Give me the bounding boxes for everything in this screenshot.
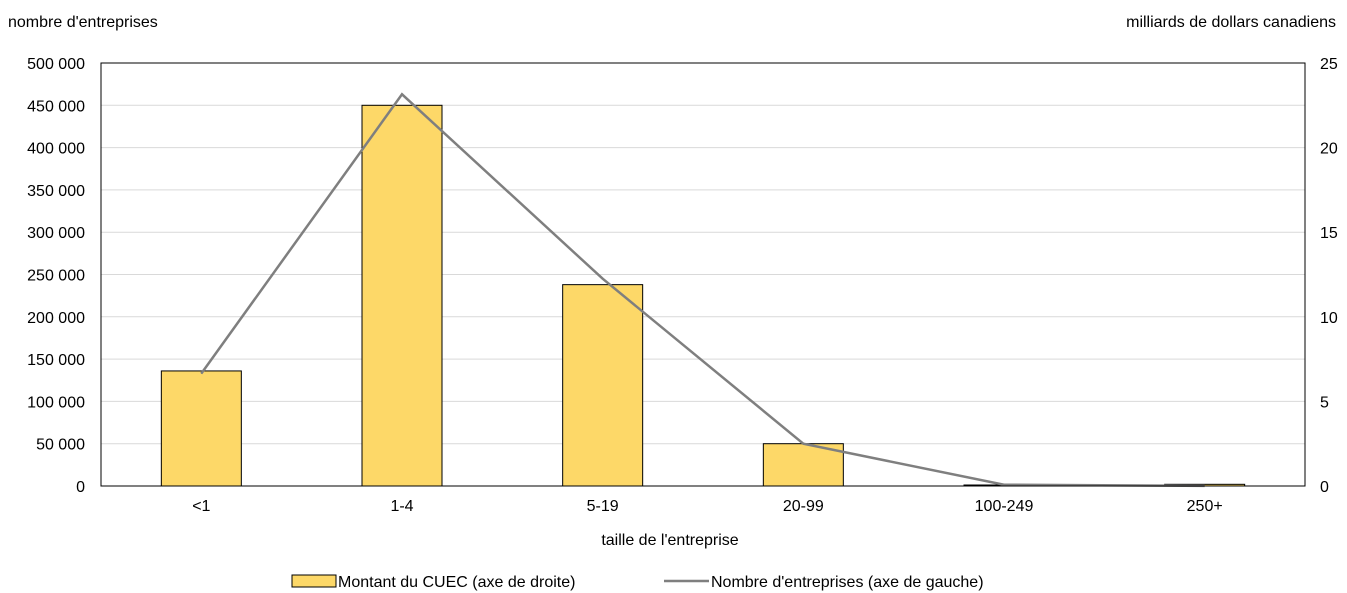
left-tick-label: 150 000 [27,352,85,369]
left-tick-label: 500 000 [27,56,85,73]
line-series [200,92,1206,488]
left-axis-title: nombre d'entreprises [8,14,158,31]
right-axis-ticks: 0 5 10 15 20 25 [1320,56,1338,496]
bar [562,284,644,487]
legend: Montant du CUEC (axe de droite) Nombre d… [291,574,984,591]
bar [160,370,242,487]
left-axis-ticks: 0 50 000 100 000 150 000 200 000 250 000 300 0… [27,56,85,496]
legend-line-label: Nombre d'entreprises (axe de gauche) [711,574,984,591]
line-point [401,93,403,95]
right-tick-label: 15 [1320,225,1338,242]
legend-bar-swatch [291,574,337,588]
legend-bar-label: Montant du CUEC (axe de droite) [338,574,575,591]
right-tick-label: 20 [1320,141,1338,158]
line-point [802,443,804,445]
x-axis-ticks: <1 1-4 5-19 20-99 100-249 250+ [192,498,1222,515]
right-tick-label: 10 [1320,310,1338,327]
x-tick-label: 5-19 [587,498,619,515]
line-point [1003,484,1005,486]
gridlines [101,104,1305,445]
x-tick-label: 250+ [1187,498,1223,515]
x-tick-label: 20-99 [783,498,824,515]
left-tick-label: 0 [76,479,85,496]
bar [762,443,844,487]
left-tick-label: 350 000 [27,183,85,200]
left-tick-label: 50 000 [36,437,85,454]
left-tick-label: 450 000 [27,98,85,115]
left-tick-label: 200 000 [27,310,85,327]
x-axis-title: taille de l'entreprise [601,532,738,549]
right-tick-label: 5 [1320,394,1329,411]
x-tick-label: 100-249 [975,498,1034,515]
right-tick-label: 0 [1320,479,1329,496]
left-tick-label: 250 000 [27,268,85,285]
left-tick-label: 400 000 [27,141,85,158]
left-tick-label: 300 000 [27,225,85,242]
left-tick-label: 100 000 [27,394,85,411]
bar-series [160,104,1246,487]
series-line [200,92,1205,488]
x-tick-label: <1 [192,498,210,515]
line-point [200,372,202,374]
plot-frame [100,62,1306,487]
right-axis-title: milliards de dollars canadiens [1126,14,1336,31]
x-tick-label: 1-4 [390,498,413,515]
right-tick-label: 25 [1320,56,1338,73]
line-point [602,278,604,280]
bar [361,104,443,487]
